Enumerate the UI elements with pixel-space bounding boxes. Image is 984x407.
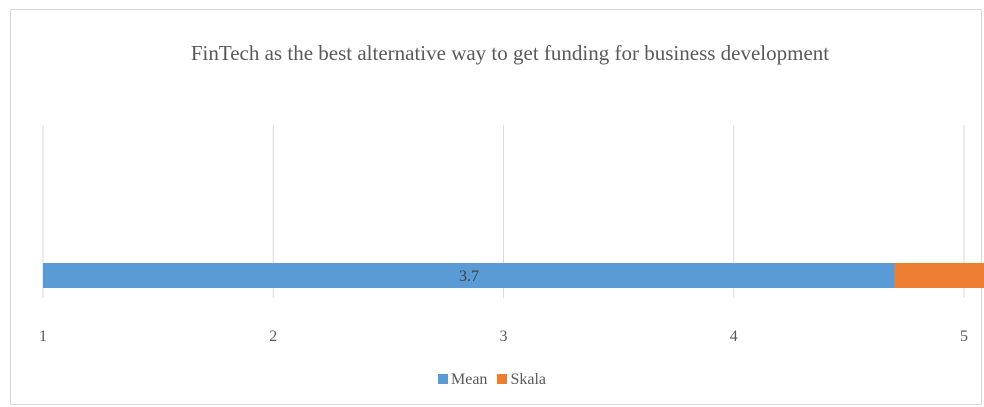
legend-item-skala: Skala (497, 371, 546, 389)
legend-swatch-skala (497, 374, 508, 384)
x-tick-label-2: 2 (269, 328, 277, 345)
legend-item-mean: Mean (438, 371, 487, 389)
legend-swatch-mean (438, 374, 448, 384)
x-tick-label-1: 1 (39, 328, 47, 345)
bar-skala (894, 263, 984, 288)
legend: Mean Skala (0, 371, 984, 389)
x-tick-label-5: 5 (960, 328, 968, 345)
data-label-mean: 3.7 (459, 268, 479, 285)
chart-area (10, 9, 982, 405)
legend-label-mean: Mean (451, 371, 488, 388)
chart-title: FinTech as the best alternative way to g… (190, 41, 830, 65)
legend-label-skala: Skala (510, 371, 546, 388)
bar-mean (43, 263, 895, 288)
x-tick-label-4: 4 (730, 328, 738, 345)
x-tick-label-3: 3 (500, 328, 508, 345)
